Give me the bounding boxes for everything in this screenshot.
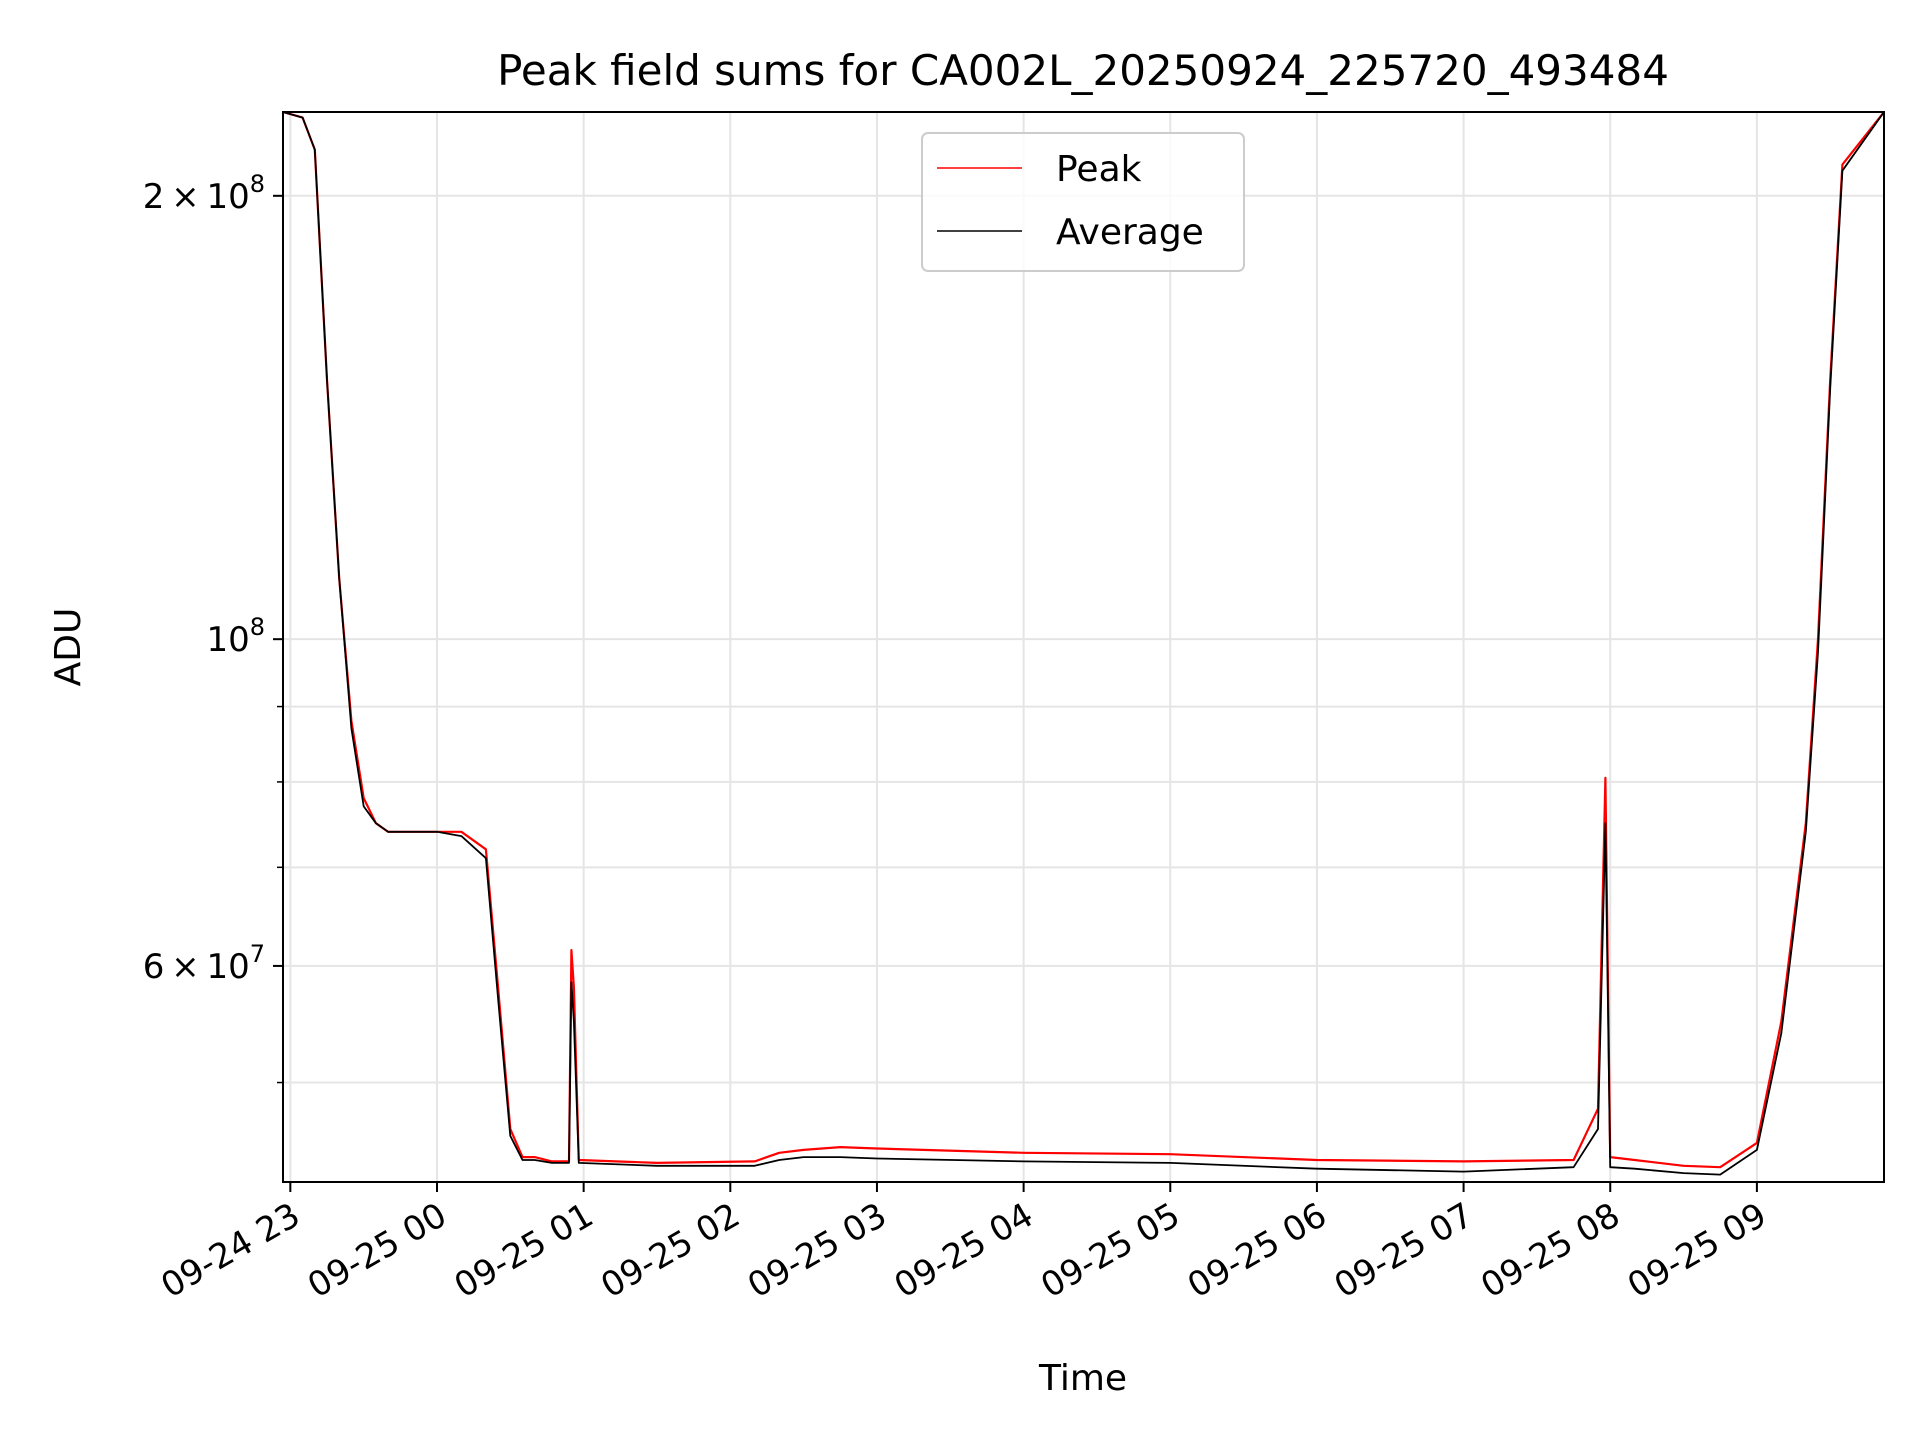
plot-frame: [282, 111, 1885, 1183]
y-axis-label: ADU: [48, 608, 89, 687]
y-axis: 6 × 107 108 2 × 108: [143, 170, 283, 1084]
y-tick-label: 6 × 107: [143, 940, 265, 987]
x-axis-label: Time: [1038, 1358, 1127, 1399]
legend: Peak Average: [921, 132, 1245, 272]
legend-label-average: Average: [1056, 212, 1204, 253]
y-tick-label: 2 × 108: [143, 170, 265, 217]
chart-title: Peak field sums for CA002L_20250924_2257…: [497, 46, 1669, 95]
series-layer: [282, 110, 1885, 1176]
series-line-average: [282, 111, 1885, 1176]
y-tick-label: 108: [206, 613, 265, 660]
legend-label-peak: Peak: [1056, 149, 1142, 190]
grid-lines: [283, 112, 1884, 1182]
